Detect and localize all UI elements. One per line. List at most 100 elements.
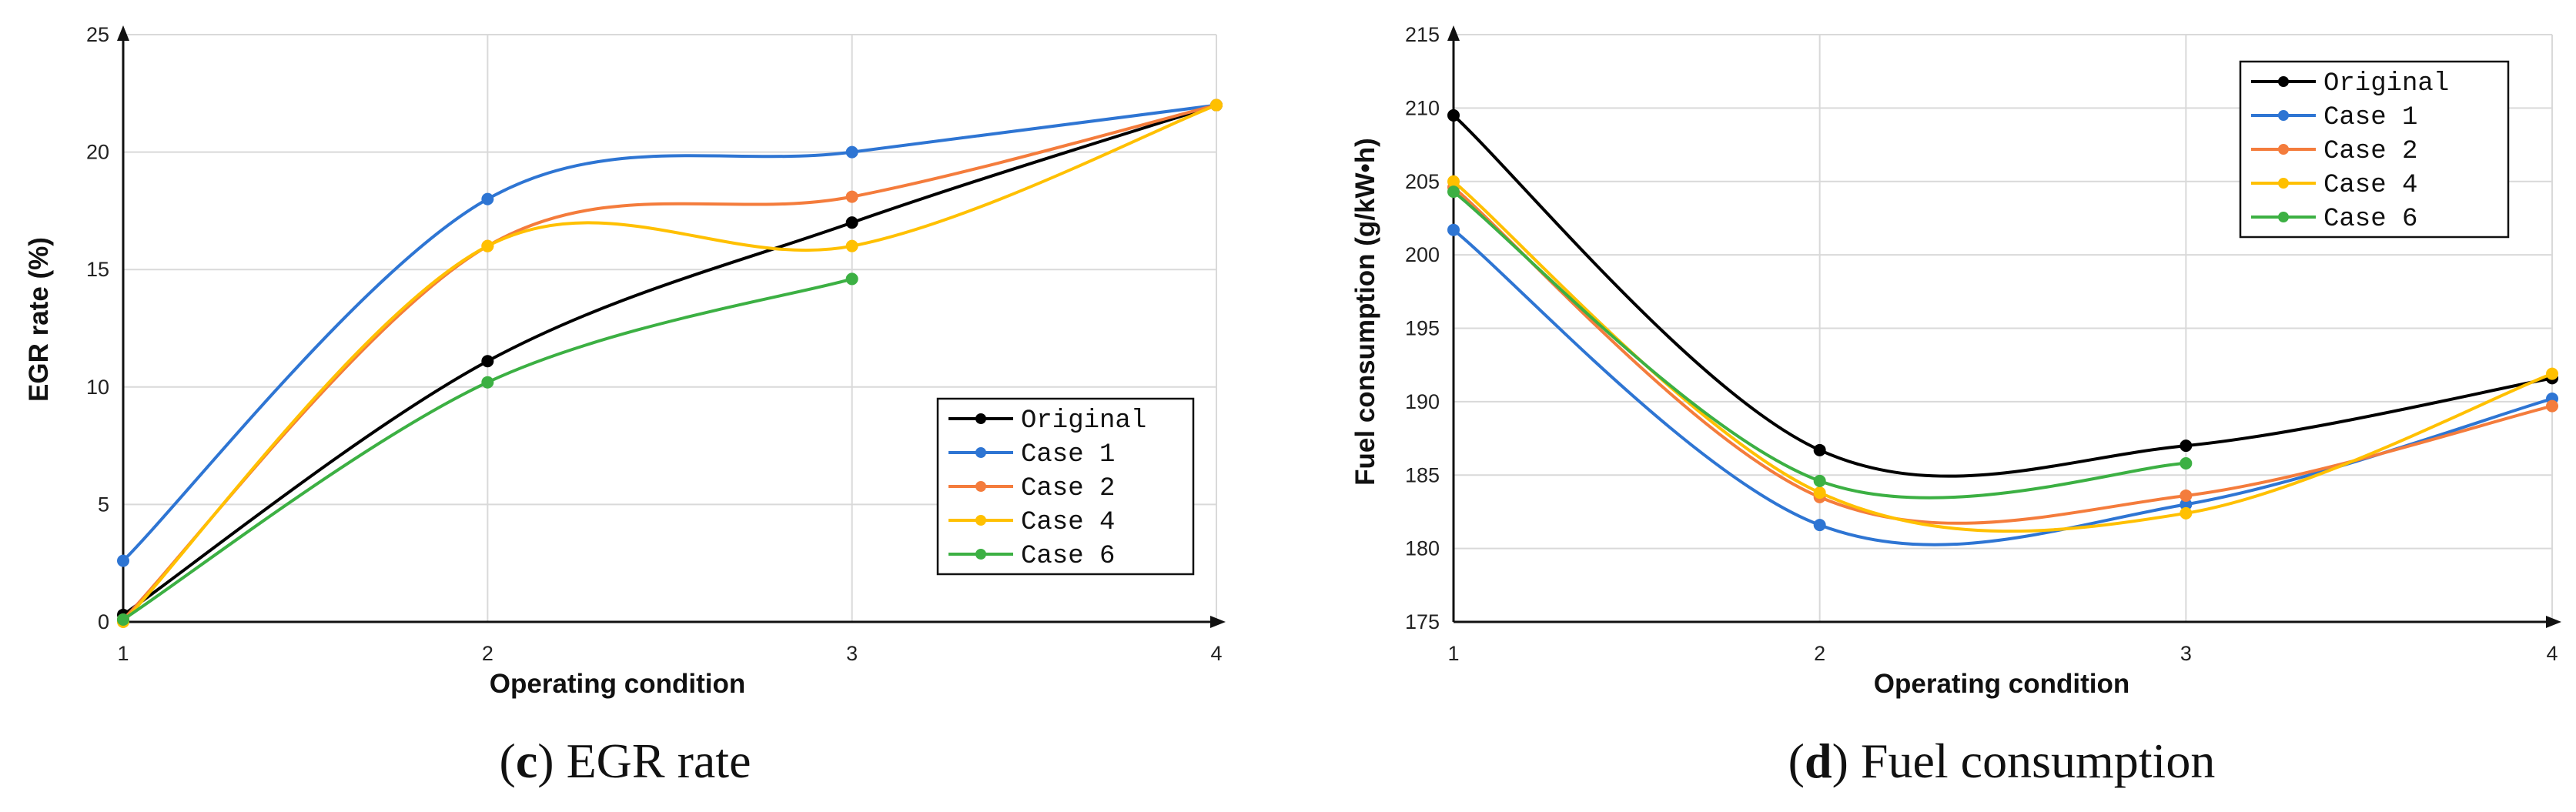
egr-caption-letter: c xyxy=(516,733,537,788)
egr-data-point-original xyxy=(845,216,858,229)
egr-data-point-case-6 xyxy=(481,376,494,389)
fuel-data-point-case-1 xyxy=(2180,498,2193,511)
fuel-y-tick-label: 175 xyxy=(1405,610,1440,633)
egr-x-tick-label: 1 xyxy=(117,642,129,665)
fuel-x-axis-title: Operating condition xyxy=(1874,669,2129,699)
fuel-data-point-case-2 xyxy=(2180,489,2193,502)
fuel-data-point-case-4 xyxy=(2180,506,2193,520)
egr-y-axis-arrow xyxy=(117,25,129,41)
fuel-y-ticks: 175 180 185 190 195 200 205 210 215 xyxy=(1405,23,1440,633)
egr-y-tick-label: 0 xyxy=(98,610,109,633)
fuel-data-point-case-1 xyxy=(1813,519,1826,532)
fuel-series-line-case-1 xyxy=(1452,228,2554,546)
fuel-caption: (d) Fuel consumption xyxy=(1788,733,2216,788)
egr-data-point-case-1 xyxy=(481,192,494,206)
fuel-legend-label-case-4: Case 4 xyxy=(2323,171,2417,200)
fuel-caption-text: Fuel consumption xyxy=(1848,733,2215,788)
fuel-y-tick-label: 195 xyxy=(1405,317,1440,340)
fuel-y-axis-title: Fuel consumption (g/kW•h) xyxy=(1350,138,1380,486)
fuel-x-tick-label: 2 xyxy=(1814,642,1825,665)
fuel-y-tick-label: 200 xyxy=(1405,243,1440,266)
egr-caption: (c) EGR rate xyxy=(500,733,751,788)
fuel-data-point-case-2 xyxy=(2546,399,2558,413)
fuel-data-point-case-4 xyxy=(2546,367,2558,380)
fuel-series-line-original xyxy=(1452,113,2554,478)
fuel-data-point-original xyxy=(1447,109,1460,122)
fuel-legend-label-original: Original xyxy=(2323,69,2449,99)
egr-series-line-case-4 xyxy=(122,103,1218,623)
egr-legend-marker-case-1 xyxy=(975,447,986,458)
egr-data-point-case-6 xyxy=(845,272,858,286)
fuel-series xyxy=(1447,109,2558,546)
egr-legend-label-case-2: Case 2 xyxy=(1021,474,1115,503)
fuel-series-line-case-2 xyxy=(1452,185,2554,525)
egr-y-tick-label: 20 xyxy=(86,141,109,164)
egr-data-point-case-2 xyxy=(845,190,858,203)
fuel-legend-marker-case-6 xyxy=(2278,212,2289,222)
fuel-x-tick-label: 4 xyxy=(2546,642,2558,665)
egr-caption-text: EGR rate xyxy=(554,733,751,788)
egr-x-tick-label: 4 xyxy=(1210,642,1222,665)
fuel-caption-letter: d xyxy=(1805,733,1832,788)
egr-legend-label-case-1: Case 1 xyxy=(1021,440,1115,469)
fuel-data-point-case-6 xyxy=(2180,456,2193,469)
egr-legend-label-case-4: Case 4 xyxy=(1021,508,1115,537)
egr-y-tick-label: 15 xyxy=(86,258,109,281)
egr-y-axis-title: EGR rate (%) xyxy=(24,237,54,402)
egr-x-ticks: 1 2 3 4 xyxy=(117,642,1222,665)
egr-data-point-case-1 xyxy=(845,145,858,159)
fuel-data-point-original xyxy=(1813,443,1826,456)
egr-legend-marker-case-2 xyxy=(975,481,986,492)
egr-legend-label-original: Original xyxy=(1021,406,1146,436)
fuel-axes xyxy=(1447,25,2561,628)
fuel-legend-label-case-1: Case 1 xyxy=(2323,103,2417,132)
egr-series-line-original xyxy=(122,103,1218,617)
egr-legend-marker-case-6 xyxy=(975,549,986,560)
fuel-x-tick-label: 1 xyxy=(1447,642,1459,665)
egr-x-tick-label: 2 xyxy=(482,642,493,665)
fuel-y-tick-label: 190 xyxy=(1405,390,1440,413)
fuel-series-line-case-4 xyxy=(1452,179,2554,533)
fuel-legend-marker-case-2 xyxy=(2278,144,2289,155)
fuel-legend: Original Case 1 Case 2 Case 4 Case 6 xyxy=(2239,60,2510,239)
egr-legend: Original Case 1 Case 2 Case 4 Case 6 xyxy=(936,397,1195,576)
egr-y-ticks: 0 5 10 15 20 25 xyxy=(86,23,109,633)
fuel-legend-label-case-2: Case 2 xyxy=(2323,137,2417,166)
fuel-y-tick-label: 205 xyxy=(1405,170,1440,193)
egr-x-tick-label: 3 xyxy=(846,642,858,665)
egr-legend-marker-original xyxy=(975,413,986,424)
egr-data-point-original xyxy=(481,355,494,368)
fuel-y-tick-label: 215 xyxy=(1405,23,1440,46)
fuel-data-point-case-1 xyxy=(1447,223,1460,236)
fuel-x-axis-arrow xyxy=(2546,616,2561,628)
egr-x-axis-arrow xyxy=(1210,616,1226,628)
fuel-legend-marker-original xyxy=(2278,76,2289,87)
egr-data-point-case-4 xyxy=(481,239,494,252)
egr-legend-label-case-6: Case 6 xyxy=(1021,542,1115,571)
fuel-data-point-original xyxy=(2180,439,2193,453)
egr-data-point-case-1 xyxy=(117,554,129,567)
fuel-y-tick-label: 180 xyxy=(1405,537,1440,560)
fuel-y-tick-label: 185 xyxy=(1405,463,1440,486)
fuel-y-axis-arrow xyxy=(1447,25,1460,41)
egr-data-point-case-6 xyxy=(117,613,129,626)
fuel-y-tick-label: 210 xyxy=(1405,96,1440,119)
egr-axes xyxy=(117,25,1226,628)
fuel-data-point-case-4 xyxy=(1447,175,1460,188)
fuel-x-tick-label: 3 xyxy=(2180,642,2192,665)
fuel-legend-marker-case-4 xyxy=(2278,178,2289,189)
fuel-data-point-case-4 xyxy=(1813,486,1826,500)
fuel-consumption-chart: 175 180 185 190 195 200 205 210 215 1 2 3 4 Operati… xyxy=(1350,23,2561,788)
egr-y-tick-label: 25 xyxy=(86,23,109,46)
egr-legend-marker-case-4 xyxy=(975,515,986,526)
fuel-legend-label-case-6: Case 6 xyxy=(2323,205,2417,234)
fuel-x-ticks: 1 2 3 4 xyxy=(1447,642,2558,665)
fuel-data-point-case-6 xyxy=(1447,185,1460,199)
egr-rate-chart: 0 5 10 15 20 25 1 2 3 4 Operating condition EGR … xyxy=(24,23,1226,788)
egr-y-tick-label: 10 xyxy=(86,376,109,399)
egr-series-line-case-1 xyxy=(122,103,1218,563)
egr-series xyxy=(117,99,1223,628)
egr-y-tick-label: 5 xyxy=(98,493,109,516)
egr-data-point-case-4 xyxy=(1210,99,1223,112)
